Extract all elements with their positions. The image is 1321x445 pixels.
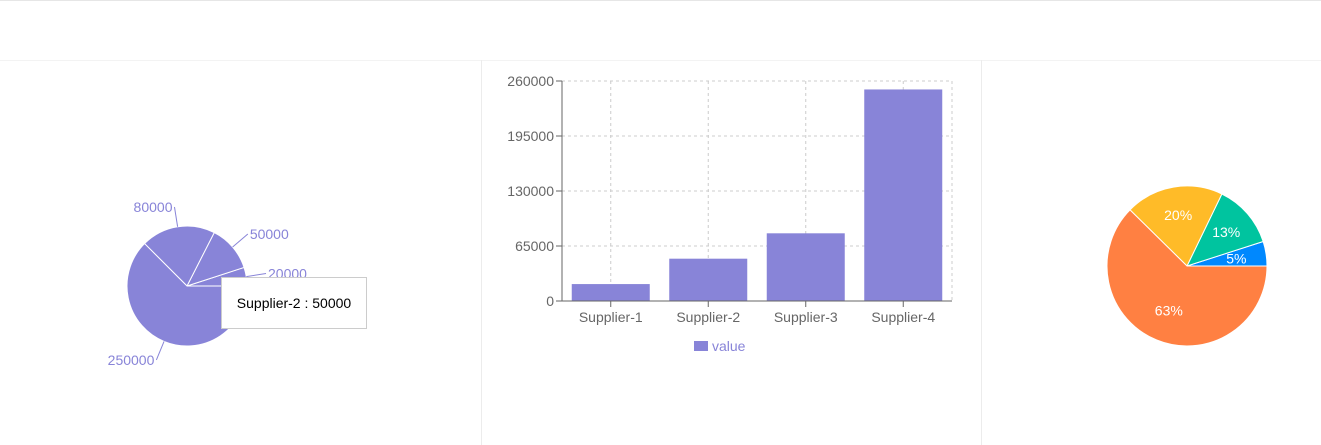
pie-value-label: 50000 xyxy=(250,226,289,242)
pie-label-line xyxy=(232,233,249,248)
y-tick-label: 260000 xyxy=(507,73,554,89)
pie-slice[interactable] xyxy=(1129,185,1223,267)
percentage-pie-chart: 5% 13% 20% 63% xyxy=(1106,185,1268,347)
panel-divider-right xyxy=(981,60,982,445)
x-tick-label: Supplier-3 xyxy=(774,309,838,325)
panel-divider-left xyxy=(481,60,482,445)
bar-supplier-1[interactable] xyxy=(571,284,650,301)
legend-swatch[interactable] xyxy=(694,341,708,351)
top-border xyxy=(0,0,1321,1)
panel-top-border xyxy=(0,60,1321,61)
x-tick-label: Supplier-2 xyxy=(676,309,740,325)
pie-percent-label: 20% xyxy=(1164,207,1192,223)
x-tick-label: Supplier-4 xyxy=(871,309,935,325)
x-tick-label: Supplier-1 xyxy=(579,309,643,325)
pie-value-label: 80000 xyxy=(134,199,173,215)
tooltip-text: Supplier-2 : 50000 xyxy=(236,295,352,311)
bar-supplier-3[interactable] xyxy=(766,233,845,301)
y-tick-label: 130000 xyxy=(507,183,554,199)
pie-tooltip: Supplier-2 : 50000 xyxy=(221,277,367,329)
pie-percent-label: 13% xyxy=(1212,224,1240,240)
pie-percent-label: 5% xyxy=(1226,250,1246,266)
pie-percent-label: 63% xyxy=(1155,302,1183,318)
pie-label-line xyxy=(246,272,267,278)
y-tick-label: 65000 xyxy=(515,238,554,254)
bar-supplier-4[interactable] xyxy=(864,89,943,301)
y-tick-label: 195000 xyxy=(507,128,554,144)
pie-value-label: 250000 xyxy=(108,352,155,368)
pie-slice[interactable] xyxy=(1106,209,1268,347)
y-tick-label: 0 xyxy=(546,293,554,309)
pie-slice[interactable] xyxy=(1186,193,1264,267)
pie-label-line xyxy=(155,341,165,361)
legend-label[interactable]: value xyxy=(712,338,746,354)
pie-label-line xyxy=(173,206,179,227)
supplier-bar-chart: 0 65000 130000 195000 260000 Supplier-1 Suppli… xyxy=(507,73,953,354)
bar-supplier-2[interactable] xyxy=(669,258,748,301)
